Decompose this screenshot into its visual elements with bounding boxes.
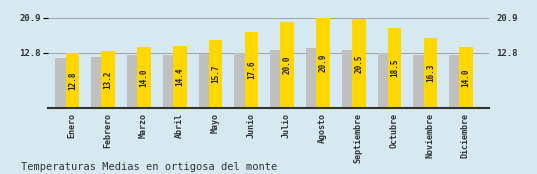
Text: 20.9: 20.9	[318, 54, 328, 72]
Text: 14.4: 14.4	[175, 68, 184, 86]
Bar	[199, 54, 209, 108]
Bar	[91, 57, 101, 108]
Bar	[163, 55, 173, 108]
Text: 14.0: 14.0	[140, 68, 148, 87]
Bar	[280, 22, 294, 108]
Bar	[352, 19, 366, 108]
Text: 18.5: 18.5	[390, 59, 399, 77]
Text: 14.0: 14.0	[462, 68, 470, 87]
Bar	[173, 46, 186, 108]
Text: 17.6: 17.6	[247, 61, 256, 79]
Bar	[244, 32, 258, 108]
Bar	[270, 50, 280, 108]
Bar	[235, 53, 244, 108]
Bar	[459, 48, 473, 108]
Bar	[342, 50, 352, 108]
Bar	[413, 55, 424, 108]
Bar	[449, 55, 459, 108]
Bar	[127, 55, 137, 108]
Bar	[378, 53, 388, 108]
Bar	[306, 48, 316, 108]
Text: 16.3: 16.3	[426, 64, 435, 82]
Bar	[209, 40, 222, 108]
Text: 15.7: 15.7	[211, 65, 220, 83]
Text: 20.0: 20.0	[282, 56, 292, 74]
Bar	[424, 38, 437, 108]
Text: Temperaturas Medias en ortigosa del monte: Temperaturas Medias en ortigosa del mont…	[21, 162, 278, 172]
Bar	[316, 18, 330, 108]
Bar	[101, 51, 115, 108]
Bar	[388, 28, 401, 108]
Text: 13.2: 13.2	[104, 70, 113, 89]
Bar	[55, 58, 66, 108]
Text: 20.5: 20.5	[354, 54, 363, 73]
Bar	[137, 48, 151, 108]
Bar	[66, 53, 79, 108]
Text: 12.8: 12.8	[68, 71, 77, 89]
